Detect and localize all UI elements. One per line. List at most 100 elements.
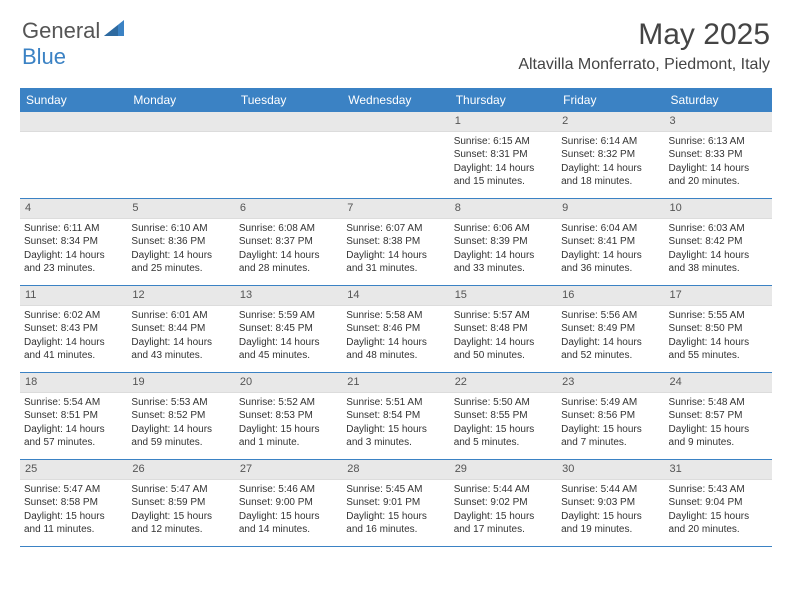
day-cell: 20Sunrise: 5:52 AMSunset: 8:53 PMDayligh… bbox=[235, 373, 342, 459]
logo-word2-wrap: Blue bbox=[22, 44, 66, 70]
daylight-text: Daylight: 14 hours and 36 minutes. bbox=[561, 249, 660, 276]
daylight-text: Daylight: 15 hours and 16 minutes. bbox=[346, 510, 445, 537]
day-cell: 21 Sunrise: 5:51 AMSunset: 8:54 PMDayligh… bbox=[342, 373, 449, 459]
sunrise-text: Sunrise: 5:57 AM bbox=[454, 309, 553, 323]
day-cell: 9 Sunrise: 6:04 AMSunset: 8:41 PMDaylight… bbox=[557, 199, 664, 285]
sunset-text: Sunset: 8:33 PM bbox=[669, 148, 768, 162]
day-cell: 27Sunrise: 5:46 AMSunset: 9:00 PMDayligh… bbox=[235, 460, 342, 546]
day-number: 11 bbox=[20, 286, 127, 306]
sunrise-text: Sunrise: 5:54 AM bbox=[24, 396, 123, 410]
sunrise-text: Sunrise: 5:50 AM bbox=[454, 396, 553, 410]
sunrise-text: Sunrise: 5:45 AM bbox=[346, 483, 445, 497]
sunset-text: Sunset: 8:44 PM bbox=[131, 322, 230, 336]
day-cell: 30Sunrise: 5:44 AMSunset: 9:03 PMDayligh… bbox=[557, 460, 664, 546]
day-cell: . bbox=[342, 112, 449, 198]
day-number: 1 bbox=[450, 112, 557, 132]
sunset-text: Sunset: 8:48 PM bbox=[454, 322, 553, 336]
day-cell: 13Sunrise: 5:59 AMSunset: 8:45 PMDayligh… bbox=[235, 286, 342, 372]
daylight-text: Daylight: 15 hours and 12 minutes. bbox=[131, 510, 230, 537]
sunset-text: Sunset: 9:02 PM bbox=[454, 496, 553, 510]
week-row: 25Sunrise: 5:47 AMSunset: 8:58 PMDayligh… bbox=[20, 460, 772, 547]
day-number: 9 bbox=[557, 199, 664, 219]
sunset-text: Sunset: 8:41 PM bbox=[561, 235, 660, 249]
sunset-text: Sunset: 9:01 PM bbox=[346, 496, 445, 510]
daylight-text: Daylight: 15 hours and 1 minute. bbox=[239, 423, 338, 450]
sunset-text: Sunset: 8:59 PM bbox=[131, 496, 230, 510]
day-number: 28 bbox=[342, 460, 449, 480]
sunset-text: Sunset: 8:38 PM bbox=[346, 235, 445, 249]
sunset-text: Sunset: 8:39 PM bbox=[454, 235, 553, 249]
daylight-text: Daylight: 15 hours and 19 minutes. bbox=[561, 510, 660, 537]
sunset-text: Sunset: 8:32 PM bbox=[561, 148, 660, 162]
dayhead-fri: Friday bbox=[557, 88, 664, 112]
day-number: 6 bbox=[235, 199, 342, 219]
sunset-text: Sunset: 8:57 PM bbox=[669, 409, 768, 423]
sunrise-text: Sunrise: 5:52 AM bbox=[239, 396, 338, 410]
day-cell: 8 Sunrise: 6:06 AMSunset: 8:39 PMDaylight… bbox=[450, 199, 557, 285]
daylight-text: Daylight: 15 hours and 3 minutes. bbox=[346, 423, 445, 450]
day-number: 23 bbox=[557, 373, 664, 393]
sunrise-text: Sunrise: 6:04 AM bbox=[561, 222, 660, 236]
sunset-text: Sunset: 8:52 PM bbox=[131, 409, 230, 423]
daylight-text: Daylight: 14 hours and 59 minutes. bbox=[131, 423, 230, 450]
day-number: 3 bbox=[665, 112, 772, 132]
daylight-text: Daylight: 15 hours and 9 minutes. bbox=[669, 423, 768, 450]
sunset-text: Sunset: 8:45 PM bbox=[239, 322, 338, 336]
day-number: . bbox=[342, 112, 449, 132]
day-number: 5 bbox=[127, 199, 234, 219]
day-number: 21 bbox=[342, 373, 449, 393]
day-cell: . bbox=[20, 112, 127, 198]
sunrise-text: Sunrise: 5:43 AM bbox=[669, 483, 768, 497]
daylight-text: Daylight: 15 hours and 5 minutes. bbox=[454, 423, 553, 450]
day-number: 8 bbox=[450, 199, 557, 219]
day-cell: 25Sunrise: 5:47 AMSunset: 8:58 PMDayligh… bbox=[20, 460, 127, 546]
month-title: May 2025 bbox=[518, 18, 770, 52]
header: General May 2025 Altavilla Monferrato, P… bbox=[0, 0, 792, 82]
sunset-text: Sunset: 8:36 PM bbox=[131, 235, 230, 249]
logo: General bbox=[22, 18, 126, 44]
daylight-text: Daylight: 14 hours and 52 minutes. bbox=[561, 336, 660, 363]
daylight-text: Daylight: 14 hours and 25 minutes. bbox=[131, 249, 230, 276]
week-row: 11Sunrise: 6:02 AMSunset: 8:43 PMDayligh… bbox=[20, 286, 772, 373]
day-number: 4 bbox=[20, 199, 127, 219]
sunrise-text: Sunrise: 5:49 AM bbox=[561, 396, 660, 410]
sunset-text: Sunset: 8:50 PM bbox=[669, 322, 768, 336]
dayhead-thu: Thursday bbox=[450, 88, 557, 112]
day-number: 29 bbox=[450, 460, 557, 480]
daylight-text: Daylight: 14 hours and 41 minutes. bbox=[24, 336, 123, 363]
day-cell: 5Sunrise: 6:10 AMSunset: 8:36 PMDaylight… bbox=[127, 199, 234, 285]
dayhead-sat: Saturday bbox=[665, 88, 772, 112]
day-number: 15 bbox=[450, 286, 557, 306]
daylight-text: Daylight: 14 hours and 55 minutes. bbox=[669, 336, 768, 363]
day-cell: 17Sunrise: 5:55 AMSunset: 8:50 PMDayligh… bbox=[665, 286, 772, 372]
day-number: 16 bbox=[557, 286, 664, 306]
day-number: 20 bbox=[235, 373, 342, 393]
sunrise-text: Sunrise: 5:58 AM bbox=[346, 309, 445, 323]
day-cell: . bbox=[235, 112, 342, 198]
daylight-text: Daylight: 14 hours and 23 minutes. bbox=[24, 249, 123, 276]
day-number: . bbox=[127, 112, 234, 132]
location: Altavilla Monferrato, Piedmont, Italy bbox=[518, 56, 770, 74]
title-block: May 2025 Altavilla Monferrato, Piedmont,… bbox=[518, 18, 770, 74]
day-cell: 28 Sunrise: 5:45 AMSunset: 9:01 PMDayligh… bbox=[342, 460, 449, 546]
logo-word1: General bbox=[22, 18, 100, 44]
sunset-text: Sunset: 8:46 PM bbox=[346, 322, 445, 336]
daylight-text: Daylight: 14 hours and 15 minutes. bbox=[454, 162, 553, 189]
day-number: 2 bbox=[557, 112, 664, 132]
daylight-text: Daylight: 14 hours and 33 minutes. bbox=[454, 249, 553, 276]
sunset-text: Sunset: 9:00 PM bbox=[239, 496, 338, 510]
sunset-text: Sunset: 8:37 PM bbox=[239, 235, 338, 249]
week-row: 4Sunrise: 6:11 AMSunset: 8:34 PMDaylight… bbox=[20, 199, 772, 286]
sunrise-text: Sunrise: 6:06 AM bbox=[454, 222, 553, 236]
day-cell: . bbox=[127, 112, 234, 198]
daylight-text: Daylight: 14 hours and 38 minutes. bbox=[669, 249, 768, 276]
sunrise-text: Sunrise: 6:03 AM bbox=[669, 222, 768, 236]
sunset-text: Sunset: 8:54 PM bbox=[346, 409, 445, 423]
logo-triangle-icon bbox=[104, 20, 124, 43]
sunrise-text: Sunrise: 5:51 AM bbox=[346, 396, 445, 410]
sunset-text: Sunset: 8:31 PM bbox=[454, 148, 553, 162]
day-number: 19 bbox=[127, 373, 234, 393]
sunset-text: Sunset: 8:34 PM bbox=[24, 235, 123, 249]
sunrise-text: Sunrise: 6:11 AM bbox=[24, 222, 123, 236]
sunset-text: Sunset: 8:56 PM bbox=[561, 409, 660, 423]
